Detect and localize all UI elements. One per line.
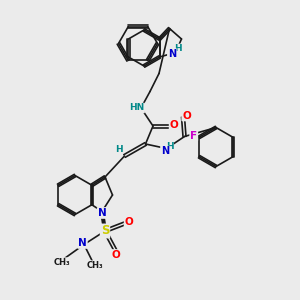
Text: O: O bbox=[182, 110, 191, 121]
Text: F: F bbox=[190, 131, 197, 141]
Text: N: N bbox=[161, 146, 169, 157]
Text: N: N bbox=[78, 238, 87, 248]
Text: O: O bbox=[169, 119, 178, 130]
Text: H: H bbox=[115, 146, 122, 154]
Text: HN: HN bbox=[129, 103, 144, 112]
Text: S: S bbox=[101, 224, 109, 238]
Text: CH₃: CH₃ bbox=[86, 261, 103, 270]
Text: N: N bbox=[98, 208, 106, 218]
Text: H: H bbox=[166, 142, 173, 151]
Text: O: O bbox=[124, 217, 134, 227]
Text: CH₃: CH₃ bbox=[53, 258, 70, 267]
Text: H: H bbox=[174, 44, 182, 53]
Text: N: N bbox=[168, 49, 176, 59]
Text: O: O bbox=[111, 250, 120, 260]
